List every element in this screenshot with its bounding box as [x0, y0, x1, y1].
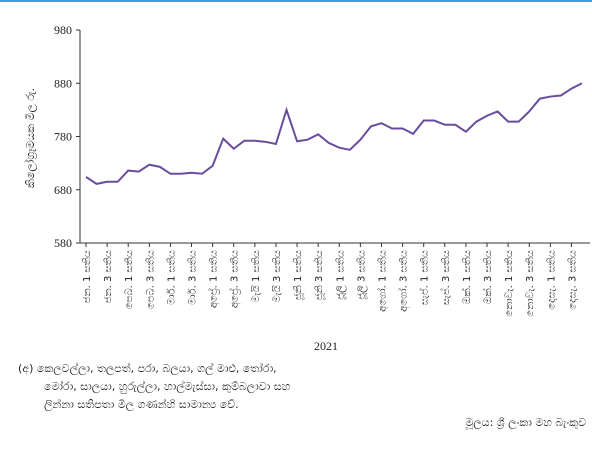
- x-tick-label: ඔක්. 1 සතිය: [460, 250, 473, 304]
- x-tick-label: අප්‍රේ. 3 සතිය: [228, 250, 241, 308]
- x-tick-label: අප්‍රේ. 1 සතිය: [207, 250, 220, 308]
- y-axis-label: කිලෝග්‍රෑමයක මිල රු.: [23, 88, 38, 188]
- x-tick-label: මාර්. 3 සතිය: [187, 250, 199, 305]
- x-tick-label: ජූනි 1 සතිය: [293, 250, 304, 300]
- note: ලින්නා සතිපතා මිල ගණන්හි සාමාන්‍ය වේ.: [44, 397, 239, 412]
- source: මූලය: ශ්‍රී ලංකා මහ බැංකුව: [465, 416, 586, 430]
- x-tick-label: සැප්. 1 සතිය: [418, 250, 431, 305]
- x-tick-label: මාර්. 1 සතිය: [165, 250, 177, 305]
- x-tick-label: මැයි 3 සතිය: [272, 250, 283, 302]
- x-tick-label: ඔක්. 3 සතිය: [481, 250, 494, 304]
- x-tick-label: ජූලි 3 සතිය: [356, 250, 367, 300]
- x-tick-label: නොවැ. 1 සතිය: [504, 250, 515, 317]
- x-tick-label: පෙබ. 1 සතිය: [124, 250, 135, 309]
- x-tick-label: පෙබ. 3 සතිය: [145, 250, 156, 309]
- y-tick-label: 580: [54, 236, 72, 250]
- y-tick-label: 680: [54, 183, 72, 197]
- x-tick-label: ජන. 1 සතිය: [82, 250, 93, 303]
- line: [85, 82, 583, 185]
- y-tick-label: 780: [54, 130, 72, 144]
- x-tick-label: ජන. 3 සතිය: [103, 250, 114, 303]
- x-tick-label: නොවැ. 3 සතිය: [525, 250, 536, 317]
- y-tick-label: 980: [54, 23, 72, 37]
- x-tick-label: ජූනි 3 සතිය: [314, 250, 325, 300]
- note: (අ) කෙලවල්ලා, තලපත්, පරා, බලයා, ගල් මාළු…: [18, 361, 277, 376]
- x-tick-label: අගෝ. 1 සතිය: [375, 250, 388, 312]
- x-tick-label: මැයි 1 සතිය: [251, 250, 262, 302]
- x-tick-label: අගෝ. 3 සතිය: [397, 250, 410, 312]
- x-tick-label: ජූලි 1 සතිය: [335, 250, 346, 300]
- x-tick-label: සැප්. 3 සතිය: [439, 250, 452, 305]
- x-tick-label: දෙසැ. 1 සතිය: [546, 250, 557, 310]
- y-tick-label: 880: [54, 76, 72, 90]
- note: මෝරා, සාලයා, හුරුල්ලා, හාල්මැස්සා, කුම්බ…: [44, 379, 291, 394]
- x-axis-label: 2021: [314, 339, 338, 353]
- x-tick-label: දෙසැ. 3 සතිය: [567, 250, 578, 310]
